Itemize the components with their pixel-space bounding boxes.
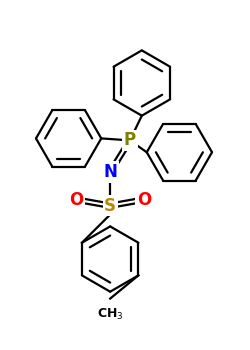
Text: S: S xyxy=(104,197,116,215)
Text: CH$_3$: CH$_3$ xyxy=(97,307,124,322)
Text: O: O xyxy=(137,191,151,209)
Text: N: N xyxy=(103,163,117,181)
Text: O: O xyxy=(70,191,84,209)
Text: P: P xyxy=(124,131,136,149)
